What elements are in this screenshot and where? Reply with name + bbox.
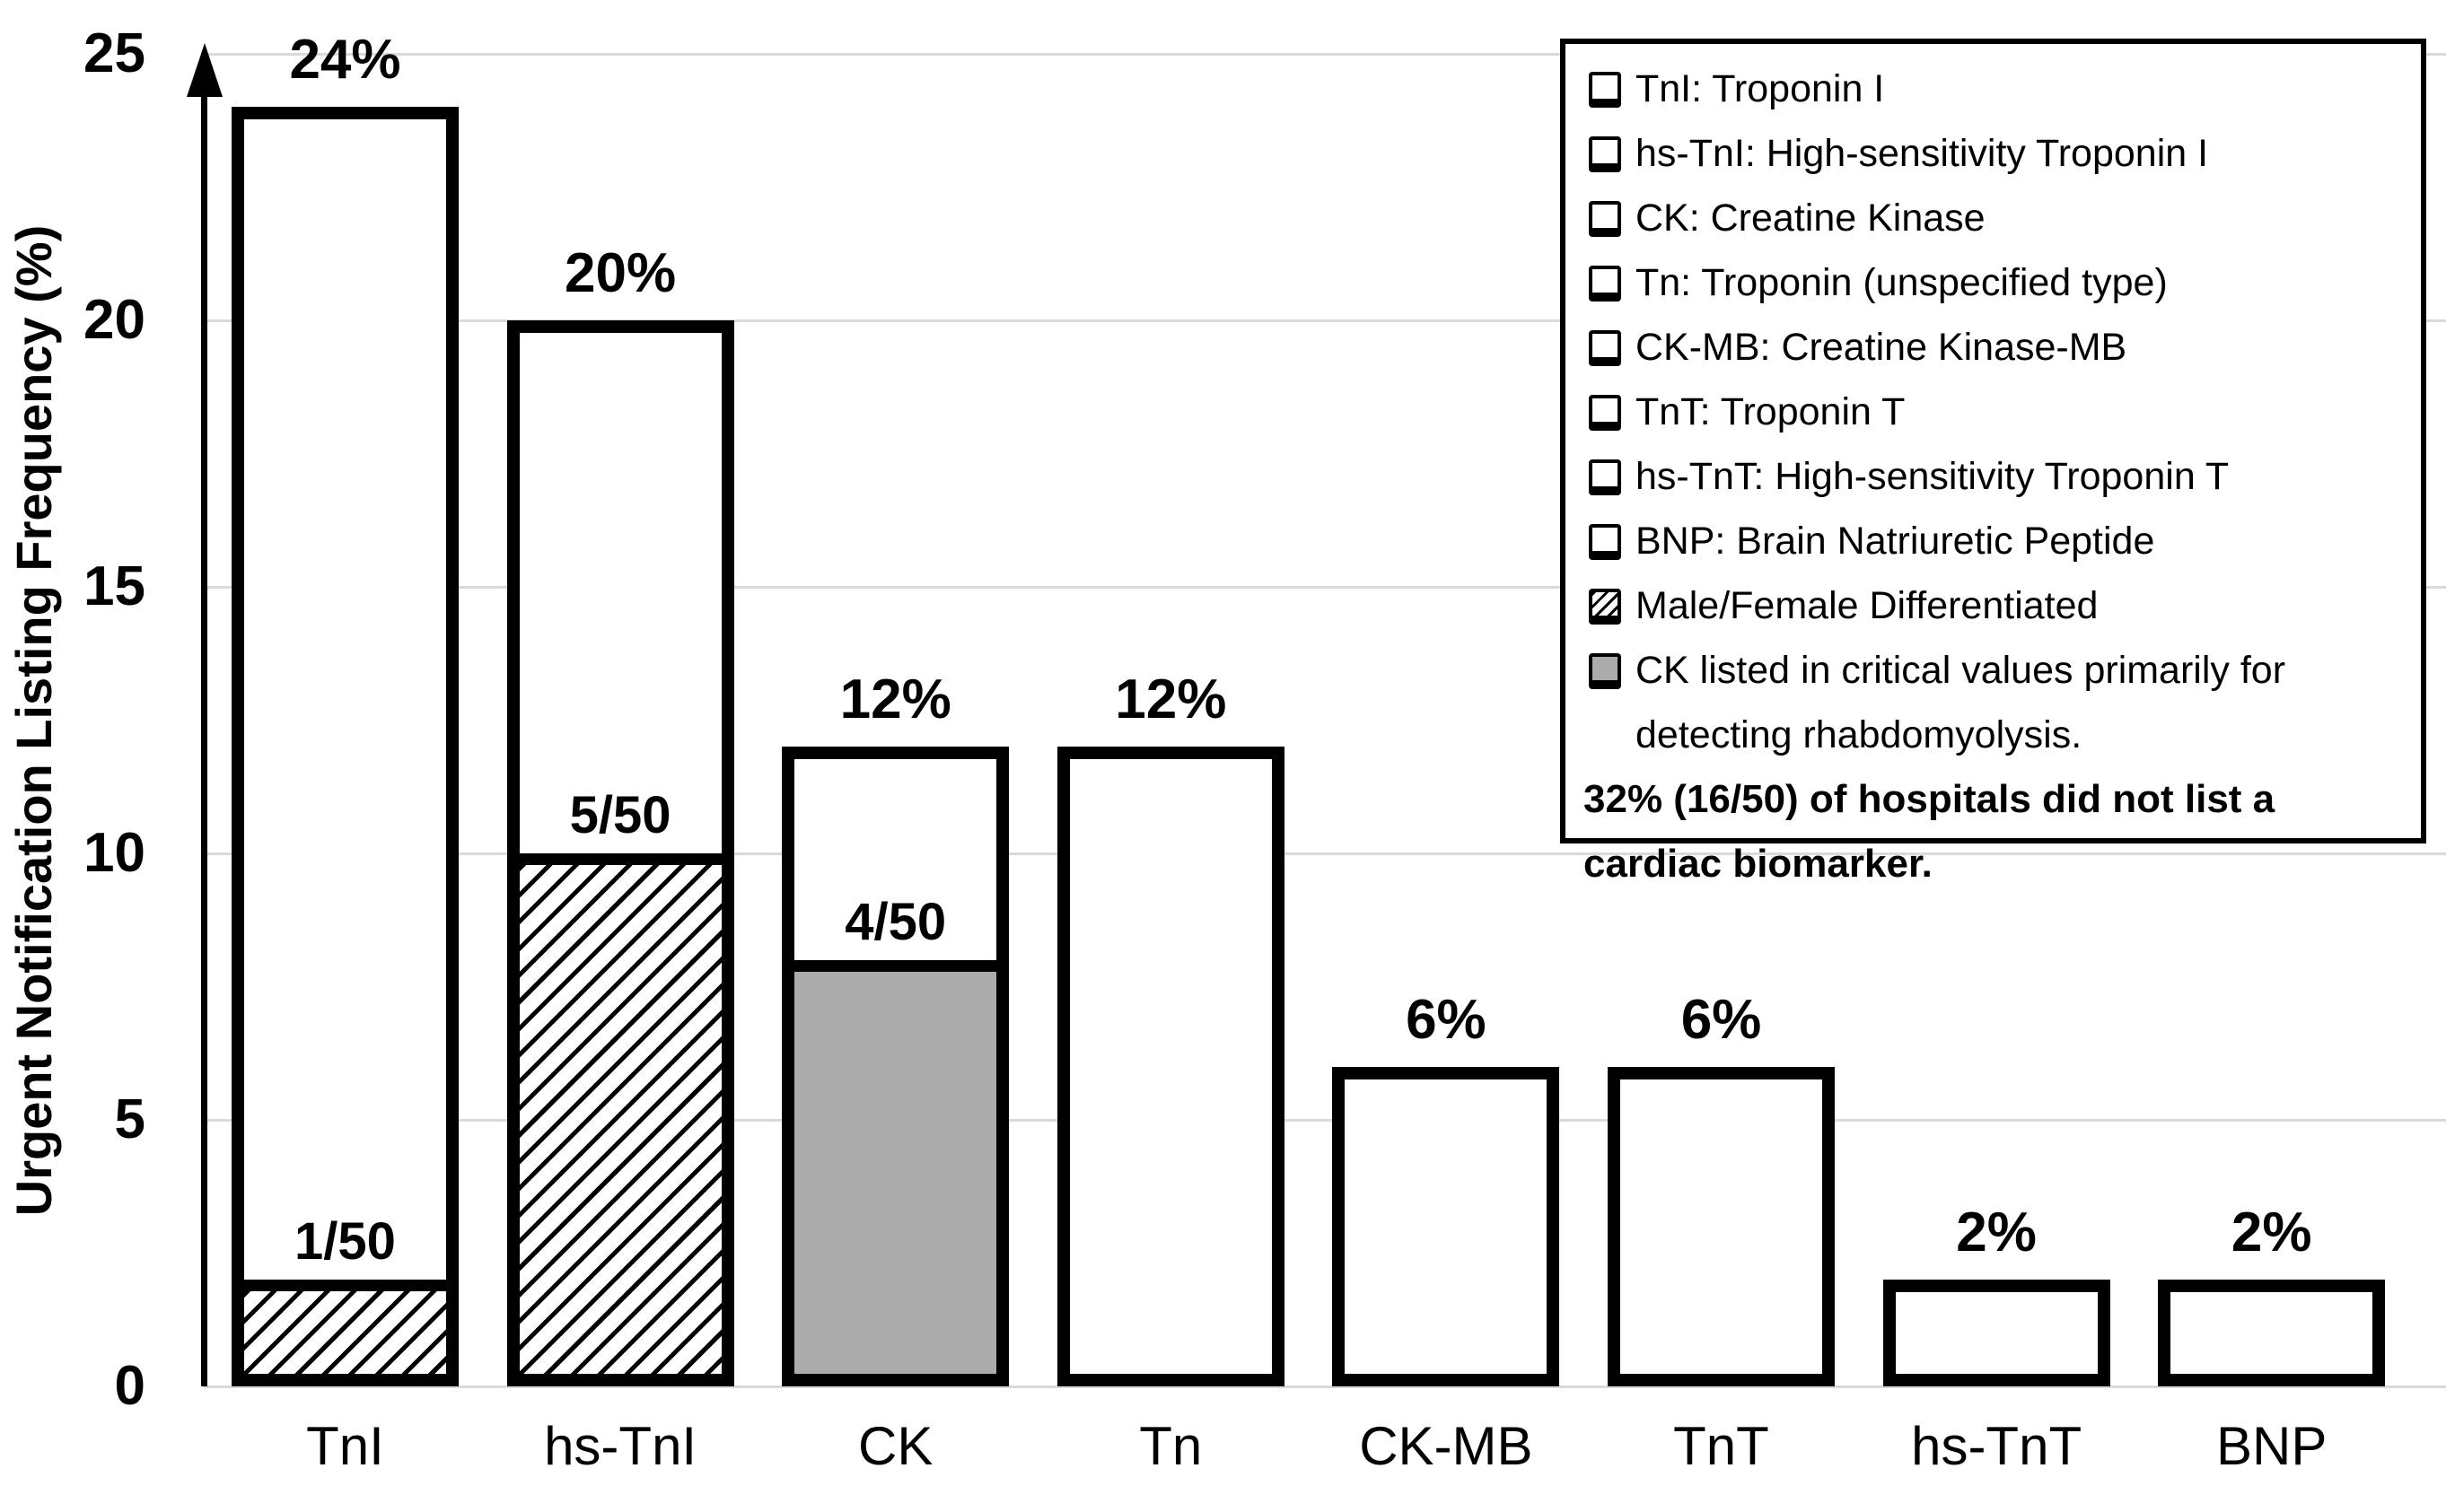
y-axis-arrow-head-icon xyxy=(187,43,223,97)
legend-text-line: 32% (16/50) of hospitals did not list a xyxy=(1583,777,2275,821)
bar-value-label: 6% xyxy=(1680,988,1762,1051)
legend-item-label: TnI: Troponin I xyxy=(1635,57,1884,121)
gridline xyxy=(204,319,2446,322)
bar-BNP xyxy=(2158,1280,2386,1386)
hatch-square-icon xyxy=(1589,589,1621,625)
legend-item-label: hs-TnT: High-sensitivity Troponin T xyxy=(1635,444,2229,509)
legend-item: 32% (16/50) of hospitals did not list a c… xyxy=(1583,767,2412,896)
legend-item: hs-TnT: High-sensitivity Troponin T xyxy=(1583,444,2412,509)
legend-item-label: Tn: Troponin (unspecified type) xyxy=(1635,250,2168,315)
shadow-square-icon xyxy=(1589,136,1621,172)
bar-TnI: 1/50 xyxy=(232,107,459,1386)
legend-item-label: hs-TnI: High-sensitivity Troponin I xyxy=(1635,121,2208,186)
legend-text-line: TnT: Troponin T xyxy=(1635,390,1906,433)
legend-item: CK listed in critical values primarily f… xyxy=(1583,638,2412,767)
legend-item-label: BNP: Brain Natriuretic Peptide xyxy=(1635,509,2154,573)
bar-value-label: 24% xyxy=(289,29,401,92)
legend-item-label: CK: Creatine Kinase xyxy=(1635,186,1986,250)
legend-item: CK: Creatine Kinase xyxy=(1583,186,2412,250)
shadow-square-icon xyxy=(1589,72,1621,108)
legend-text-line: hs-TnT: High-sensitivity Troponin T xyxy=(1635,455,2230,498)
legend-item: Tn: Troponin (unspecified type) xyxy=(1583,250,2412,315)
shadow-square-icon xyxy=(1589,266,1621,302)
legend-item-label: CK listed in critical values primarily f… xyxy=(1635,638,2285,767)
shadow-square-icon xyxy=(1589,395,1621,431)
bar-value-label: 12% xyxy=(1115,669,1227,731)
y-tick-label: 5 xyxy=(114,1088,145,1150)
gridline xyxy=(204,52,2446,56)
segment-fraction-label: 1/50 xyxy=(294,1212,396,1272)
legend-item: TnI: Troponin I xyxy=(1583,57,2412,121)
gridline xyxy=(204,1385,2446,1388)
y-tick-label: 10 xyxy=(83,822,145,884)
legend-text-line: CK-MB: Creatine Kinase-MB xyxy=(1635,326,2127,369)
bar-hs-TnI: 5/50 xyxy=(506,320,734,1386)
x-axis-label-hs-TnT: hs-TnT xyxy=(1911,1416,2082,1476)
legend-item: CK-MB: Creatine Kinase-MB xyxy=(1583,315,2412,380)
y-axis-title: Urgent Notification Listing Frequency (%… xyxy=(5,224,62,1217)
bar-CK-MB xyxy=(1332,1066,1560,1386)
legend-text-line: CK: Creatine Kinase xyxy=(1635,197,1986,240)
gray-segment xyxy=(794,959,997,1374)
segment-fraction-label: 4/50 xyxy=(845,892,947,951)
x-axis-label-CK-MB: CK-MB xyxy=(1359,1416,1533,1476)
hatched-segment xyxy=(519,853,722,1374)
y-tick-label: 0 xyxy=(114,1355,145,1417)
gridline xyxy=(204,1118,2446,1122)
legend-text-line: Male/Female Differentiated xyxy=(1635,584,2099,627)
x-axis-label-BNP: BNP xyxy=(2216,1416,2328,1476)
bar-value-label: 6% xyxy=(1406,988,1486,1051)
bar-Tn xyxy=(1056,747,1284,1386)
bar-CK: 4/50 xyxy=(782,747,1010,1386)
x-axis-label-TnT: TnT xyxy=(1673,1416,1769,1476)
bar-hs-TnT xyxy=(1882,1280,2110,1386)
gridline xyxy=(204,852,2446,855)
legend-text-line: TnI: Troponin I xyxy=(1635,67,1885,110)
legend-item: Male/Female Differentiated xyxy=(1583,573,2412,638)
legend-box: TnI: Troponin I hs-TnI: High-sensitivity … xyxy=(1560,39,2426,886)
hatched-segment xyxy=(244,1280,446,1374)
legend-item-label: TnT: Troponin T xyxy=(1635,380,1905,444)
shadow-square-icon xyxy=(1589,201,1621,237)
legend-text-line: CK listed in critical values primarily f… xyxy=(1635,649,2286,692)
gray-square-icon xyxy=(1589,653,1621,689)
shadow-square-icon xyxy=(1589,524,1621,560)
legend-text-line: detecting rhabdomyolysis. xyxy=(1635,713,2082,756)
bar-value-label: 2% xyxy=(1956,1202,2037,1264)
bar-TnT xyxy=(1608,1066,1835,1386)
y-tick-label: 25 xyxy=(83,22,145,84)
x-axis-label-hs-TnI: hs-TnI xyxy=(544,1416,697,1476)
legend-note: 32% (16/50) of hospitals did not list a c… xyxy=(1583,767,2275,896)
legend-text-line: cardiac biomarker. xyxy=(1583,842,1933,886)
shadow-square-icon xyxy=(1589,459,1621,495)
bar-value-label: 20% xyxy=(565,242,677,304)
legend-item: hs-TnI: High-sensitivity Troponin I xyxy=(1583,121,2412,186)
legend-item-label: CK-MB: Creatine Kinase-MB xyxy=(1635,315,2126,380)
legend-item: TnT: Troponin T xyxy=(1583,380,2412,444)
gridline xyxy=(204,585,2446,589)
legend-text-line: Tn: Troponin (unspecified type) xyxy=(1635,261,2168,304)
shadow-square-icon xyxy=(1589,330,1621,366)
y-tick-label: 20 xyxy=(83,289,145,351)
x-axis-label-CK: CK xyxy=(858,1416,934,1476)
y-tick-label: 15 xyxy=(83,555,145,617)
y-axis-line xyxy=(201,90,207,1386)
bar-value-label: 2% xyxy=(2231,1202,2312,1264)
bar-value-label: 12% xyxy=(839,669,951,731)
legend-text-line: hs-TnI: High-sensitivity Troponin I xyxy=(1635,132,2209,175)
segment-fraction-label: 5/50 xyxy=(569,786,671,844)
legend-item: BNP: Brain Natriuretic Peptide xyxy=(1583,509,2412,573)
x-axis-label-TnI: TnI xyxy=(306,1416,384,1476)
x-axis-label-Tn: Tn xyxy=(1139,1416,1203,1476)
legend-text-line: BNP: Brain Natriuretic Peptide xyxy=(1635,520,2155,563)
legend-item-label: Male/Female Differentiated xyxy=(1635,573,2098,638)
